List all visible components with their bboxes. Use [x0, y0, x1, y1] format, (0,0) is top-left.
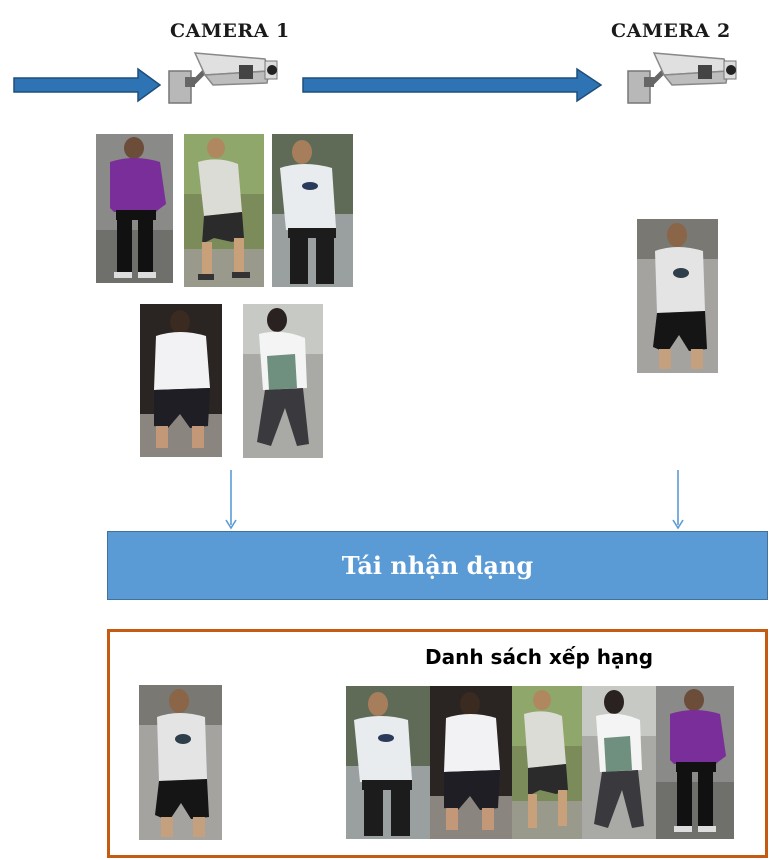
person-photo-purple-shirt: [96, 134, 173, 283]
reid-block: Tái nhận dạng: [107, 531, 768, 600]
person-photo-query-camera-2: [637, 219, 718, 373]
cctv-camera-icon: [168, 52, 278, 104]
reid-label: Tái nhận dạng: [341, 551, 534, 580]
camera-1-label: CAMERA 1: [170, 20, 290, 42]
ranked-photo-1: [346, 686, 430, 839]
person-photo-query-result: [139, 685, 222, 840]
person-photo-white-shirt: [272, 134, 353, 287]
ranked-photo-2: [430, 686, 512, 839]
down-arrow-camera-2: [672, 470, 684, 530]
ranked-photo-3: [512, 686, 582, 839]
ranking-title: Danh sách xếp hạng: [425, 645, 654, 669]
flow-arrow-middle: [302, 67, 603, 103]
person-photo-back-view: [140, 304, 222, 457]
person-photo-walking-gray: [184, 134, 264, 287]
down-arrow-camera-1: [225, 470, 237, 530]
flow-arrow-left: [13, 67, 162, 103]
camera-2-label: CAMERA 2: [611, 20, 731, 42]
ranked-photo-5: [656, 686, 734, 839]
ranked-photo-4: [582, 686, 656, 839]
cctv-camera-icon: [627, 52, 737, 104]
person-photo-white-jacket: [243, 304, 323, 458]
